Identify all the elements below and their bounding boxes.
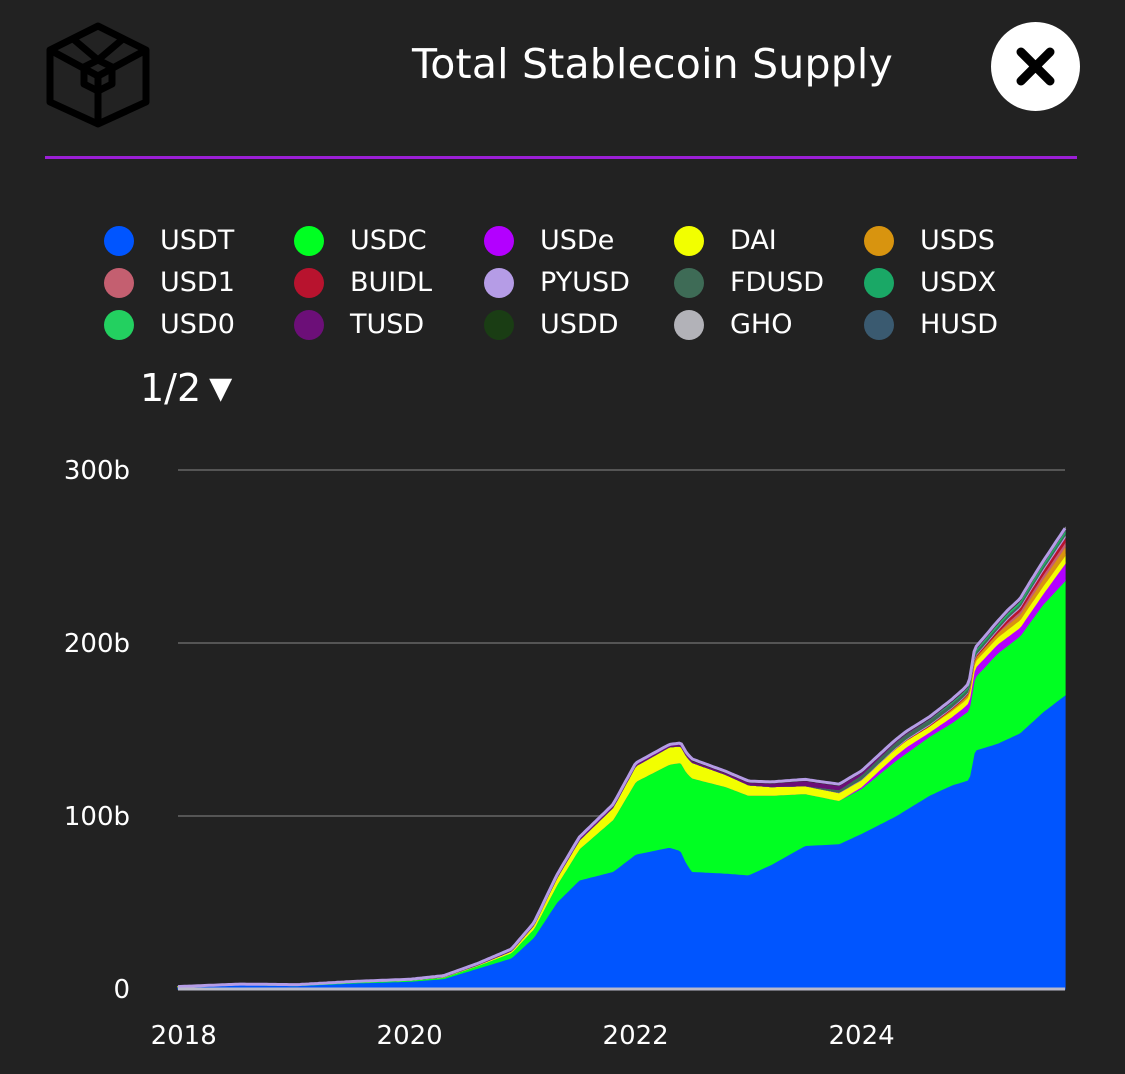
triangle-down-icon: ▼ [209,371,233,406]
legend-swatch [104,226,134,256]
legend-swatch [104,310,134,340]
legend-label: USDC [350,225,427,256]
x-tick-label: 2022 [603,1021,669,1051]
legend-label: USDD [540,309,619,340]
legend-page-label: 1/2 [140,366,202,410]
legend-label: USD1 [160,267,235,298]
x-tick-label: 2020 [377,1021,443,1051]
chart-legend: USDT USDC USDe DAI USDS USD1 BUIDL PYUSD FDUSD US… [104,220,1064,352]
legend-label: USDX [920,267,997,298]
legend-swatch [674,268,704,298]
close-button[interactable] [991,22,1080,111]
header-divider [45,156,1077,159]
legend-label: BUIDL [350,267,433,298]
legend-swatch [294,226,324,256]
cube-logo-icon [46,22,150,128]
y-tick-label: 100b [64,802,130,832]
stacked-area-chart: 0 100b 200b 300b 2018 2020 2022 2024 [64,456,1067,1051]
legend-label: USDe [540,225,615,256]
legend-swatch [864,226,894,256]
legend-swatch [104,268,134,298]
legend-label: PYUSD [540,267,630,298]
legend-swatch [674,310,704,340]
y-tick-label: 300b [64,456,130,486]
y-tick-label: 200b [64,629,130,659]
legend-label: TUSD [350,309,425,340]
legend-swatch [484,310,514,340]
legend-label: USDT [160,225,235,256]
legend-swatch [864,310,894,340]
y-tick-label: 0 [113,975,130,1005]
close-icon [1016,47,1055,86]
legend-label: GHO [730,309,793,340]
legend-label: FDUSD [730,267,825,298]
legend-label: USD0 [160,309,235,340]
legend-swatch [674,226,704,256]
legend-label: DAI [730,225,777,256]
legend-swatch [484,268,514,298]
legend-swatch [294,268,324,298]
legend-label: USDS [920,225,995,256]
page-title: Total Stablecoin Supply [411,40,893,88]
total-outline [177,527,1067,989]
legend-swatch [864,268,894,298]
x-tick-label: 2018 [151,1021,217,1051]
legend-label: HUSD [920,309,998,340]
x-tick-label: 2024 [829,1021,895,1051]
legend-pager[interactable]: 1/2 ▼ [140,366,232,410]
legend-swatch [294,310,324,340]
legend-swatch [484,226,514,256]
